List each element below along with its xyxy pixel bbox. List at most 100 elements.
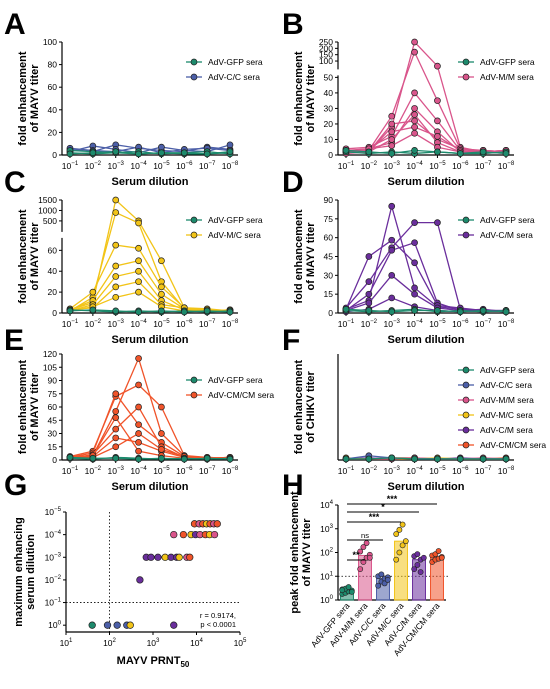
data-point	[411, 146, 418, 154]
data-point	[135, 288, 142, 296]
data-point	[112, 262, 120, 270]
data-point	[66, 454, 74, 461]
y-tick-label: 1000	[38, 205, 57, 215]
legend-marker	[190, 73, 198, 81]
y-tick-label: 10−1	[45, 597, 62, 608]
series-line	[69, 432, 231, 459]
data-point	[112, 209, 120, 216]
bar-point	[393, 531, 400, 537]
y-tick-label: 60	[324, 233, 334, 243]
x-tick-label: 10−7	[199, 465, 216, 476]
data-point	[388, 308, 396, 316]
y-tick-label: 90	[48, 376, 58, 386]
data-point	[135, 430, 142, 437]
bar-point	[357, 548, 364, 555]
panel-letter: A	[4, 8, 26, 41]
y-axis-title-1: of MAYV titer	[29, 64, 41, 133]
x-tick-label: 10−8	[222, 318, 239, 329]
legend: AdV-GFP sera AdV-C/C sera	[186, 57, 263, 82]
scatter-point	[213, 520, 221, 528]
y-axis-title-0: fold enhancement	[17, 360, 29, 454]
series-line	[346, 457, 506, 460]
data-point	[434, 62, 441, 70]
data-point	[342, 455, 350, 463]
data-point	[411, 38, 418, 46]
y-tick-label: 103	[320, 523, 333, 534]
legend-marker	[462, 441, 470, 449]
data-point	[342, 146, 350, 154]
bar-point	[366, 554, 373, 561]
data-point	[226, 308, 234, 316]
x-tick-label: 10−6	[452, 318, 469, 329]
scatter-point	[88, 621, 96, 629]
legend-label: AdV-C/M sera	[480, 425, 533, 435]
data-point	[135, 267, 142, 275]
y-axis-title-0: maximum enhancing	[13, 517, 25, 626]
y-axis-title-0: fold enhancement	[293, 209, 305, 303]
data-point	[112, 390, 120, 398]
x-tick-label: 10−4	[406, 465, 423, 476]
data-point	[365, 455, 373, 463]
legend-marker	[462, 231, 470, 239]
y-tick-label: 50	[324, 72, 334, 82]
data-point	[411, 105, 418, 112]
data-point	[226, 455, 234, 463]
y-tick-label: 90	[324, 195, 334, 205]
data-point	[158, 454, 165, 462]
data-point	[112, 148, 120, 155]
bar-point	[435, 548, 442, 554]
series-line	[69, 146, 231, 154]
bar-point	[339, 587, 346, 594]
sig-label: **	[352, 550, 360, 560]
x-tick-label: 10−2	[361, 318, 378, 329]
x-tick-label: 10−6	[176, 465, 193, 476]
x-tick-label: 10−1	[62, 160, 79, 171]
x-tick-label: 10−2	[361, 160, 378, 171]
data-point	[411, 284, 418, 292]
y-tick-label: 102	[320, 547, 333, 558]
bar-point	[393, 556, 400, 563]
legend-marker	[190, 216, 198, 224]
y-tick-label: 60	[48, 245, 58, 255]
y-axis-title-1: of MAYV titer	[29, 222, 41, 291]
series-line	[345, 50, 507, 153]
y-tick-label: 10−2	[45, 574, 62, 585]
data-point	[158, 307, 165, 315]
y-tick-label: 75	[324, 214, 334, 224]
legend: AdV-GFP sera AdV-C/C sera AdV-M/M sera AdV-…	[458, 365, 546, 450]
x-tick-label: 102	[103, 637, 116, 648]
legend-marker	[462, 381, 470, 389]
sig-label: ***	[387, 494, 398, 504]
data-point	[479, 307, 487, 314]
panel-E: E 0 15 30 45 60 75 90 105 120 10−1 10−2 10−3 10−4 10−5…	[4, 324, 274, 493]
bar-point	[411, 566, 418, 573]
x-axis-title: Serum dilution	[388, 334, 465, 346]
y-axis-title-0: fold enhancement	[17, 209, 29, 303]
series-line	[69, 280, 231, 312]
y-tick-label: 0	[52, 455, 57, 465]
scatter-point	[186, 553, 194, 561]
bar-point	[375, 582, 382, 589]
data-point	[112, 434, 120, 442]
legend: AdV-GFP sera AdV-C/M sera	[458, 215, 535, 240]
data-point	[388, 294, 396, 302]
x-tick-label: 10−2	[85, 160, 102, 171]
x-axis-title: Serum dilution	[388, 481, 465, 493]
legend-label: AdV-M/C sera	[480, 410, 533, 420]
series-line	[69, 150, 231, 155]
y-axis-title-1: of MAYV titer	[305, 64, 317, 133]
y-tick-label: 100	[43, 37, 57, 47]
y-axis-title-0: peak fold enhancement	[289, 491, 301, 614]
data-point	[158, 149, 165, 157]
x-axis-title: Serum dilution	[112, 481, 189, 493]
data-point	[135, 355, 142, 362]
scatter-point	[175, 553, 183, 561]
data-point	[135, 381, 142, 389]
bar-point	[384, 577, 391, 583]
y-tick-label: 30	[324, 103, 334, 113]
y-tick-label: 1500	[38, 195, 57, 205]
bar-point	[438, 554, 445, 561]
data-point	[112, 283, 120, 291]
y-tick-label: 10	[324, 134, 334, 144]
bar-point	[378, 571, 385, 578]
